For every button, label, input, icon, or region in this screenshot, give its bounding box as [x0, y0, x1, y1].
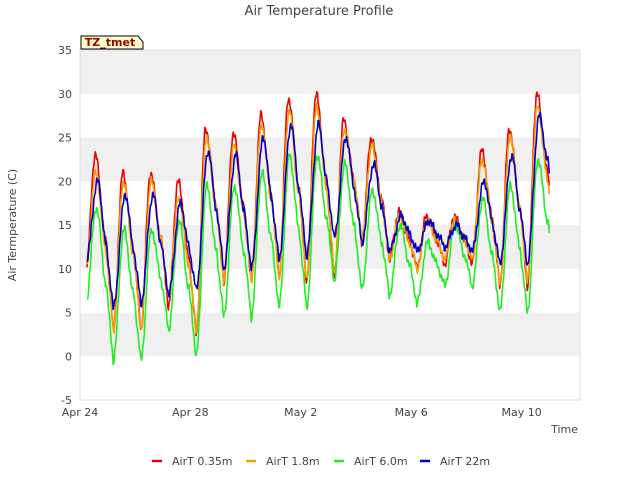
y-tick-label: 10 [58, 263, 72, 276]
y-axis-ticks: -5 0 5 10 15 20 25 30 35 [58, 44, 72, 407]
legend-item: AirT 1.8m [246, 455, 320, 468]
x-tick-label: Apr 24 [62, 406, 99, 419]
chart-title: Air Temperature Profile [245, 4, 394, 19]
legend-item: AirT 6.0m [334, 455, 408, 468]
grid-band [80, 137, 580, 182]
plot-frame [79, 49, 581, 401]
legend-item: AirT 22m [420, 455, 490, 468]
legend-label: AirT 1.8m [266, 455, 320, 468]
legend-label: AirT 0.35m [172, 455, 233, 468]
y-tick-label: 20 [58, 175, 72, 188]
legend-item: AirT 0.35m [152, 455, 233, 468]
grid-band [80, 312, 580, 357]
station-tag: TZ_tmet [80, 35, 144, 50]
grid-band [80, 93, 580, 138]
grid-band [80, 50, 580, 94]
grid-band [80, 268, 580, 313]
y-tick-label: -5 [61, 394, 72, 407]
series-lines [86, 90, 551, 366]
legend: AirT 0.35m AirT 1.8m AirT 6.0m AirT 22m [152, 455, 490, 468]
x-tick-label: May 10 [501, 406, 541, 419]
x-tick-label: Apr 28 [172, 406, 209, 419]
y-tick-label: 30 [58, 88, 72, 101]
x-tick-label: May 6 [395, 406, 428, 419]
y-tick-label: 5 [65, 307, 72, 320]
y-axis-label: Air Termperature (C) [6, 169, 19, 281]
x-axis-ticks: Apr 24 Apr 28 May 2 May 6 May 10 [62, 406, 542, 419]
series-line [86, 111, 551, 311]
series-line [86, 153, 551, 366]
y-tick-label: 0 [65, 350, 72, 363]
legend-label: AirT 6.0m [354, 455, 408, 468]
station-tag-label: TZ_tmet [85, 36, 135, 49]
x-axis-label: Time [550, 423, 578, 436]
y-tick-label: 15 [58, 219, 72, 232]
y-tick-label: 35 [58, 44, 72, 57]
legend-label: AirT 22m [440, 455, 490, 468]
y-tick-label: 25 [58, 132, 72, 145]
grid-band [80, 356, 580, 400]
x-tick-label: May 2 [284, 406, 317, 419]
